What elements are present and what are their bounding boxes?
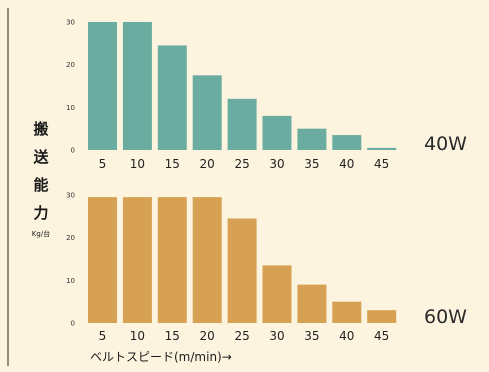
y-tick-label: 20: [66, 61, 75, 69]
bar: [227, 98, 257, 150]
bar: [88, 197, 117, 323]
chart-1: 0 10 20 30 5 10 15 20 25 30 35 40 45 40W: [66, 19, 467, 172]
bar: [88, 22, 117, 150]
y-tick-label: 10: [66, 104, 75, 112]
bar: [122, 22, 152, 150]
x-axis-label: ベルトスピード(m/min)→: [90, 350, 232, 364]
x-tick-label: 20: [200, 329, 215, 343]
y-axis-label-char: 力: [33, 204, 48, 222]
x-tick-label: 35: [304, 157, 319, 171]
y-axis-label-char: 送: [32, 148, 49, 166]
x-tick-label: 15: [165, 157, 180, 171]
x-tick-label: 5: [99, 157, 107, 171]
bar: [332, 135, 362, 150]
x-tick-label: 45: [374, 157, 389, 171]
bar: [297, 128, 327, 150]
x-tick-label: 30: [269, 157, 284, 171]
y-tick-label: 10: [66, 277, 75, 285]
bar: [192, 75, 222, 150]
bar: [262, 265, 292, 323]
bar: [157, 45, 187, 150]
x-tick-label: 40: [339, 329, 354, 343]
x-tick-label: 10: [130, 329, 145, 343]
charts: 0 10 20 30 5 10 15 20 25 30 35 40 45 40W 0 10 20 30 5 10 15 2…: [66, 19, 467, 344]
y-axis-label-char: 能: [33, 176, 48, 194]
x-tick-label: 45: [374, 329, 389, 343]
bar: [157, 197, 187, 323]
series-label: 40W: [424, 133, 467, 155]
x-tick-label: 10: [130, 157, 145, 171]
x-tick-label: 35: [304, 329, 319, 343]
chart-2: 0 10 20 30 5 10 15 20 25 30 35 40 45 60W: [66, 192, 467, 344]
bar: [332, 301, 362, 323]
bar: [367, 310, 397, 323]
y-axis-label-char: 搬: [33, 120, 48, 138]
bar: [262, 115, 292, 150]
y-tick-label: 0: [71, 147, 75, 155]
x-tick-label: 25: [234, 329, 249, 343]
y-tick-label: 30: [66, 19, 75, 27]
y-tick-label: 20: [66, 234, 75, 242]
bar: [297, 284, 327, 323]
x-tick-label: 25: [234, 157, 249, 171]
x-tick-label: 40: [339, 157, 354, 171]
x-tick-label: 20: [200, 157, 215, 171]
x-tick-label: 30: [269, 329, 284, 343]
bar: [192, 197, 222, 323]
bar: [227, 218, 257, 323]
x-tick-label: 15: [165, 329, 180, 343]
bar: [122, 197, 152, 323]
series-label: 60W: [424, 306, 467, 328]
y-tick-label: 0: [71, 320, 75, 328]
x-tick-label: 5: [99, 329, 107, 343]
bar: [367, 147, 397, 150]
y-tick-label: 30: [66, 192, 75, 200]
y-axis-unit-label: Kg/台: [32, 229, 50, 238]
